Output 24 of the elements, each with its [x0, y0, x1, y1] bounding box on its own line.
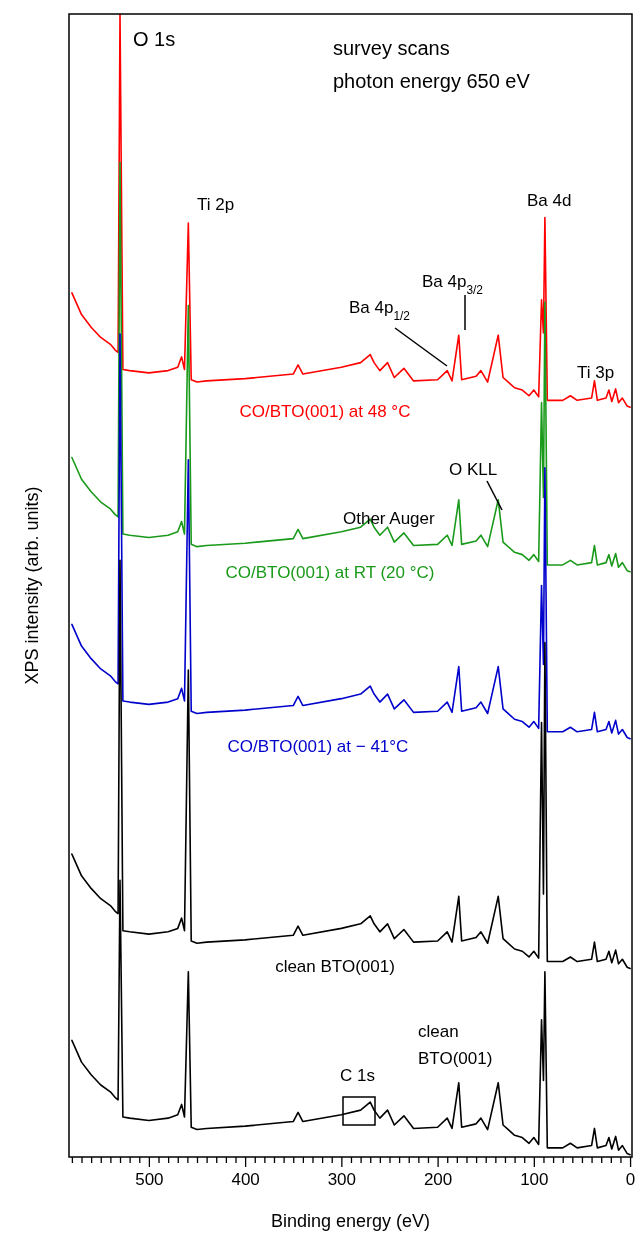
x-tick-label: 100 [520, 1170, 549, 1190]
x-axis-title: Binding energy (eV) [270, 1211, 431, 1231]
x-tick-label: 300 [327, 1170, 357, 1190]
series-label: CO/BTO(001) at − 41°C [227, 737, 409, 756]
x-tick-label: 200 [423, 1170, 453, 1190]
annotation: Ba 4p$_{3/2}$ [422, 272, 484, 297]
x-tick-label: 400 [231, 1170, 260, 1190]
annotation: Ti 2p [197, 195, 235, 214]
series-label: clean BTO(001) [418, 1022, 493, 1068]
x-tick-label: 0 [625, 1170, 636, 1190]
series-label: CO/BTO(001) at RT (20 °C) [225, 563, 435, 582]
annotation: C 1s [340, 1066, 375, 1085]
annotation: O KLL [449, 460, 498, 479]
annotation: Ba 4p$_{1/2}$ [349, 298, 411, 323]
annotation: O 1s [133, 28, 176, 50]
annotation: Ti 3p [577, 363, 615, 382]
annotation: photon energy 650 eV [333, 70, 531, 92]
y-axis-title: XPS intensity (arb. units) [22, 486, 42, 685]
series-label: CO/BTO(001) at 48 °C [239, 402, 411, 421]
x-tick-label: 500 [135, 1170, 164, 1190]
annotation: Other Auger [343, 509, 435, 528]
series-label: clean BTO(001) [275, 957, 395, 976]
annotation: Ba 4d [527, 191, 572, 210]
annotation: survey scans [333, 37, 450, 59]
